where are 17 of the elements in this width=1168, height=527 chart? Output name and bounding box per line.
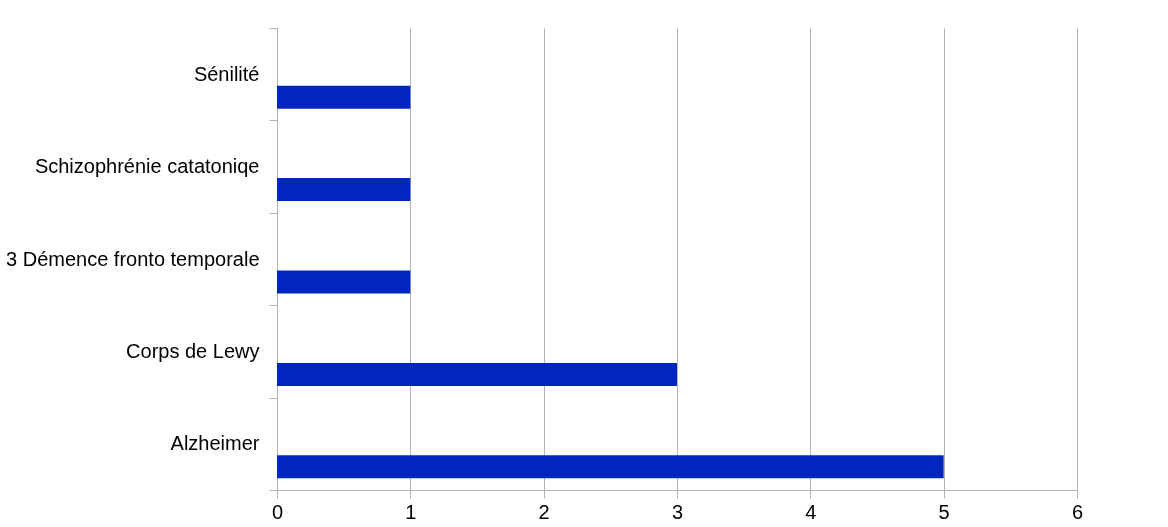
bar — [277, 362, 677, 386]
bar — [277, 85, 411, 109]
y-tick-label: Schizophrénie catatoniqe — [34, 155, 260, 178]
y-tick-label: Corps de Lewy — [126, 339, 260, 362]
x-tick-label: 3 — [671, 500, 684, 523]
x-tick-label: 6 — [1071, 500, 1084, 523]
y-tick-label: Alzheimer — [170, 432, 260, 455]
y-tick-label: 3 Démence fronto temporale — [6, 247, 260, 270]
y-tick-label: Sénilité — [193, 62, 260, 85]
x-tick-label: 5 — [938, 500, 950, 523]
x-tick-label: 4 — [805, 500, 817, 523]
x-tick-label: 1 — [405, 500, 417, 523]
x-tick-label: 2 — [538, 500, 550, 523]
bar — [277, 178, 411, 202]
bar — [277, 270, 411, 294]
x-tick-label: 0 — [271, 500, 284, 523]
bar — [277, 455, 944, 479]
